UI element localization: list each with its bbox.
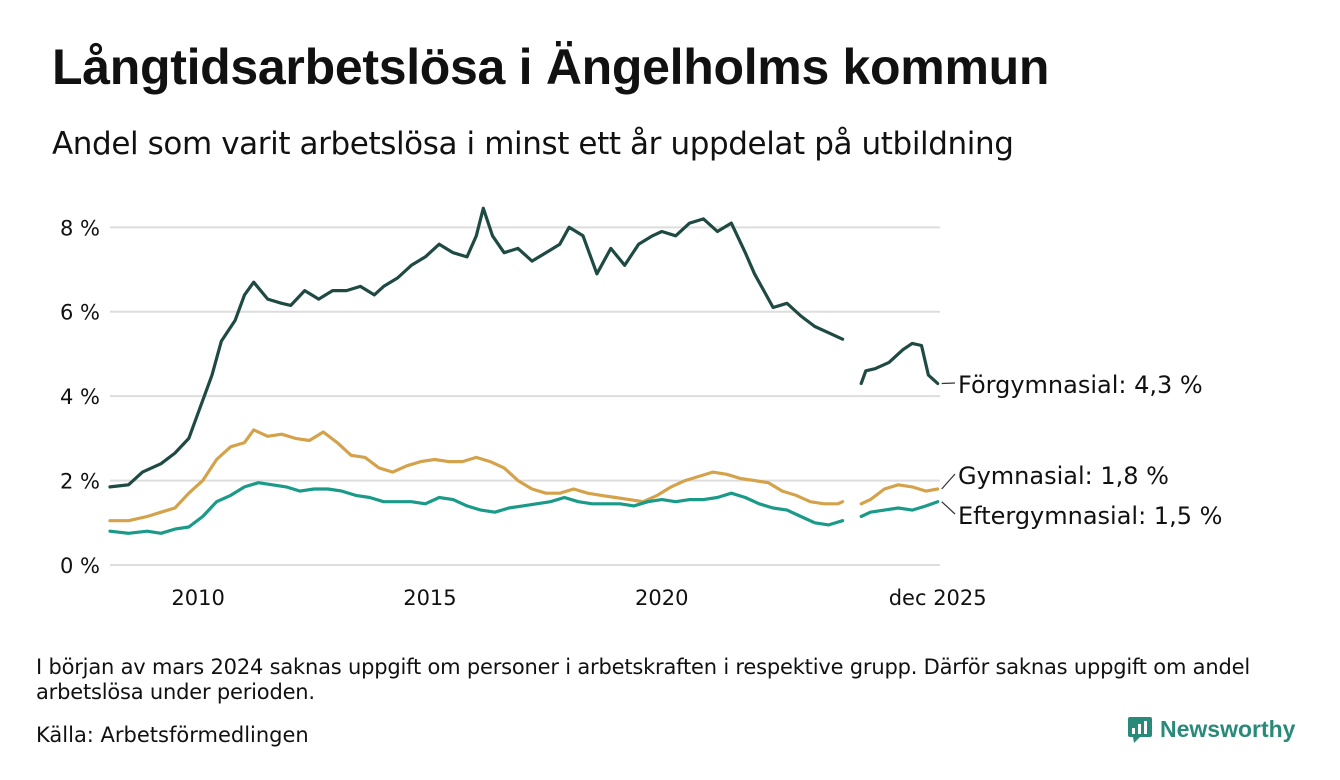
end-label-gymnasial: Gymnasial: 1,8 %	[958, 462, 1169, 490]
series-line-eftergymnasial	[108, 481, 845, 535]
footnote: I början av mars 2024 saknas uppgift om …	[36, 655, 1250, 704]
end-label-forgymnasial: Förgymnasial: 4,3 %	[958, 371, 1203, 399]
x-tick-label: dec 2025	[889, 586, 987, 610]
end-label-leader	[941, 382, 956, 385]
brand-name: Newsworthy	[1160, 716, 1296, 742]
series-line-eftergymnasial	[859, 500, 940, 519]
series-line-gymnasial	[108, 428, 845, 523]
series-line-forgymnasial	[108, 206, 845, 489]
chart-subtitle: Andel som varit arbetslösa i minst ett å…	[52, 126, 1014, 162]
x-tick-label: 2020	[635, 586, 688, 610]
series-line-gymnasial	[859, 483, 940, 506]
x-tick-label: 2015	[403, 586, 456, 610]
y-tick-label: 6 %	[60, 301, 100, 325]
y-tick-label: 8 %	[60, 216, 100, 240]
y-tick-label: 2 %	[60, 470, 100, 494]
newsworthy-brand[interactable]: Newsworthy	[1128, 716, 1295, 743]
source-note: Källa: Arbetsförmedlingen	[36, 723, 309, 747]
y-tick-label: 4 %	[60, 385, 100, 409]
end-label-leader	[941, 501, 956, 515]
line-chart: 0 % 2 % 4 % 6 % 8 % 2010 2015 2020 dec 2025 Förgy…	[60, 206, 1222, 610]
end-label-eftergymnasial: Eftergymnasial: 1,5 %	[958, 502, 1222, 530]
x-tick-label: 2010	[171, 586, 224, 610]
end-label-leader	[941, 473, 956, 490]
newsworthy-logo-icon	[1128, 716, 1152, 743]
series-line-forgymnasial	[859, 341, 940, 386]
chart-title: Långtidsarbetslösa i Ängelholms kommun	[52, 39, 1050, 95]
y-tick-label: 0 %	[60, 554, 100, 578]
